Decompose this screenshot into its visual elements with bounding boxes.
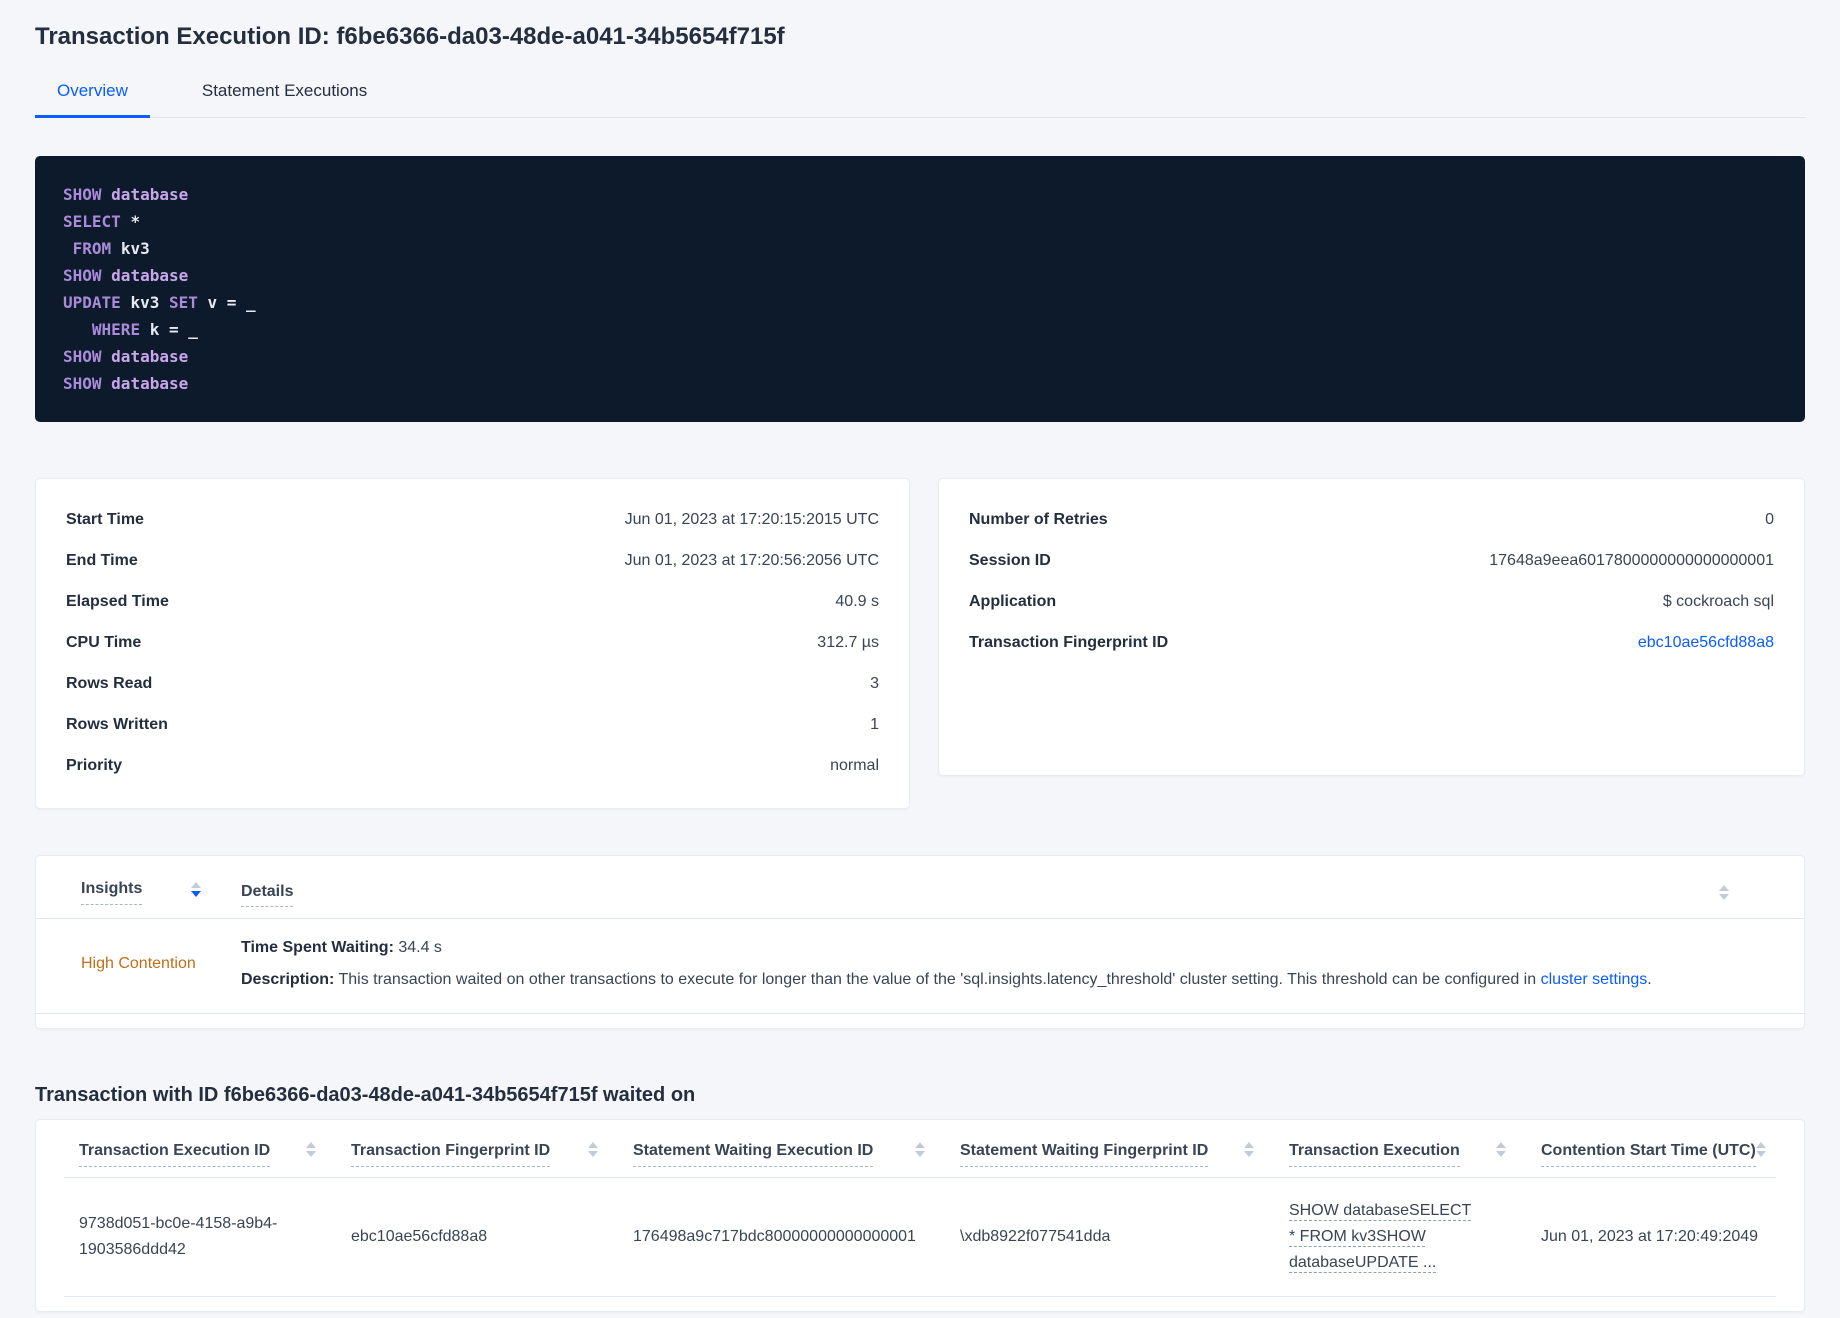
stat-row-session-id: Session ID 17648a9eea6017800000000000000… [969,540,1774,581]
time-spent-waiting-value: 34.4 s [398,939,442,956]
details-column-header-cell: Details [241,883,294,907]
cell-statement-waiting-fingerprint-id: \xdb8922f077541dda [945,1177,1274,1297]
stat-label: End Time [66,551,138,569]
col-header-transaction-fingerprint-id: Transaction Fingerprint ID [336,1120,618,1178]
insights-column-header[interactable]: Insights [81,880,143,905]
cell-transaction-execution: SHOW databaseSELECT * FROM kv3SHOW datab… [1274,1177,1526,1297]
stat-row-start-time: Start Time Jun 01, 2023 at 17:20:15:2015… [66,499,879,540]
col-header-label[interactable]: Transaction Execution [1289,1142,1460,1167]
waited-on-table-card: Transaction Execution ID Transaction Fin… [35,1119,1805,1312]
sort-icon[interactable] [191,881,201,897]
cell-statement-waiting-execution-id: 176498a9c717bdc80000000000000001 [618,1177,945,1297]
waited-on-header-row: Transaction Execution ID Transaction Fin… [64,1120,1776,1178]
col-header-transaction-execution: Transaction Execution [1274,1120,1526,1178]
stat-value: $ cockroach sql [1662,592,1774,610]
transaction-fingerprint-link[interactable]: ebc10ae56cfd88a8 [1637,633,1774,651]
col-header-label[interactable]: Transaction Execution ID [79,1142,271,1167]
sort-icon[interactable] [915,1142,925,1157]
tab-overview-label: Overview [57,81,128,100]
waited-on-row: 9738d051-bc0e-4158-a9b4-1903586ddd42 ebc… [64,1177,1776,1297]
cluster-settings-link[interactable]: cluster settings [1540,971,1648,988]
col-header-statement-waiting-execution-id: Statement Waiting Execution ID [618,1120,945,1178]
insights-card: Insights Details High Contention Time Sp… [35,855,1805,1029]
stat-label: Application [969,592,1057,610]
stat-row-transaction-fingerprint-id: Transaction Fingerprint ID ebc10ae56cfd8… [969,622,1774,663]
sort-icon[interactable] [306,1142,316,1157]
insight-details: Time Spent Waiting: 34.4 s Description: … [241,937,1774,991]
description-label: Description: [241,971,335,988]
insight-badge: High Contention [81,955,196,972]
sort-icon[interactable] [1719,885,1729,900]
tab-statement-executions[interactable]: Statement Executions [180,81,389,118]
col-header-label[interactable]: Contention Start Time (UTC) [1541,1142,1756,1167]
insights-table-header: Insights Details [36,856,1804,919]
sql-code: SHOW database SELECT * FROM kv3 SHOW datab… [63,185,256,393]
description-text: This transaction waited on other transac… [338,971,1537,988]
sql-statements-box: SHOW database SELECT * FROM kv3 SHOW datab… [35,156,1805,422]
cell-contention-start-time: Jun 01, 2023 at 17:20:49:2049 [1526,1177,1776,1297]
cell-transaction-fingerprint-id: ebc10ae56cfd88a8 [336,1177,618,1297]
stat-row-number-of-retries: Number of Retries 0 [969,499,1774,540]
insight-row: High Contention Time Spent Waiting: 34.4… [36,919,1804,1014]
stat-value: 312.7 µs [817,633,879,651]
col-header-statement-waiting-fingerprint-id: Statement Waiting Fingerprint ID [945,1120,1274,1178]
stat-label: CPU Time [66,633,142,651]
stat-label: Start Time [66,510,144,528]
stat-row-elapsed-time: Elapsed Time 40.9 s [66,581,879,622]
tab-overview[interactable]: Overview [35,81,150,118]
transaction-execution-statement-link[interactable]: SHOW databaseSELECT * FROM kv3SHOW datab… [1289,1202,1472,1271]
stat-row-rows-written: Rows Written 1 [66,704,879,745]
col-header-contention-start-time: Contention Start Time (UTC) [1526,1120,1776,1178]
stat-value: Jun 01, 2023 at 17:20:56:2056 UTC [624,551,879,569]
time-spent-waiting-label: Time Spent Waiting: [241,939,394,956]
stat-value: 1 [870,715,879,733]
col-header-label[interactable]: Statement Waiting Fingerprint ID [960,1142,1209,1167]
stat-label: Rows Written [66,715,168,733]
session-summary-card: Number of Retries 0 Session ID 17648a9ee… [938,478,1805,776]
insight-description: Description: This transaction waited on … [241,969,1774,991]
stat-value: 0 [1765,510,1774,528]
summary-cards-row: Start Time Jun 01, 2023 at 17:20:15:2015… [35,478,1805,809]
stat-label: Elapsed Time [66,592,169,610]
stat-value: 17648a9eea6017800000000000000001 [1489,551,1774,569]
sort-icon[interactable] [1496,1142,1506,1157]
stat-label: Rows Read [66,674,153,692]
waited-on-table: Transaction Execution ID Transaction Fin… [64,1120,1776,1297]
stat-row-end-time: End Time Jun 01, 2023 at 17:20:56:2056 U… [66,540,879,581]
insight-time-waiting: Time Spent Waiting: 34.4 s [241,937,1774,959]
execution-summary-card: Start Time Jun 01, 2023 at 17:20:15:2015… [35,478,910,809]
insights-header-right-sort [1719,878,1729,906]
tab-bar: Overview Statement Executions [35,81,1805,118]
details-column-header[interactable]: Details [241,883,294,907]
col-header-label[interactable]: Transaction Fingerprint ID [351,1142,551,1167]
stat-label: Priority [66,756,123,774]
stat-row-rows-read: Rows Read 3 [66,663,879,704]
page-title: Transaction Execution ID: f6be6366-da03-… [35,23,785,50]
sort-icon[interactable] [588,1142,598,1157]
stat-label: Transaction Fingerprint ID [969,633,1169,651]
sort-icon[interactable] [1244,1142,1254,1157]
stat-row-application: Application $ cockroach sql [969,581,1774,622]
stat-value: 3 [870,674,879,692]
description-period: . [1647,971,1652,988]
insights-column-header-cell: Insights [81,880,201,905]
stat-label: Session ID [969,551,1051,569]
stat-label: Number of Retries [969,510,1108,528]
col-header-transaction-execution-id: Transaction Execution ID [64,1120,336,1178]
tab-statement-executions-label: Statement Executions [201,81,368,100]
waited-on-title: Transaction with ID f6be6366-da03-48de-a… [35,1084,696,1106]
sort-icon[interactable] [1755,1142,1766,1157]
cell-transaction-execution-id: 9738d051-bc0e-4158-a9b4-1903586ddd42 [64,1177,336,1297]
stat-value: normal [830,756,879,774]
stat-row-priority: Priority normal [66,745,879,786]
stat-value: Jun 01, 2023 at 17:20:15:2015 UTC [624,510,879,528]
col-header-label[interactable]: Statement Waiting Execution ID [633,1142,874,1167]
stat-row-cpu-time: CPU Time 312.7 µs [66,622,879,663]
stat-value: 40.9 s [835,592,879,610]
